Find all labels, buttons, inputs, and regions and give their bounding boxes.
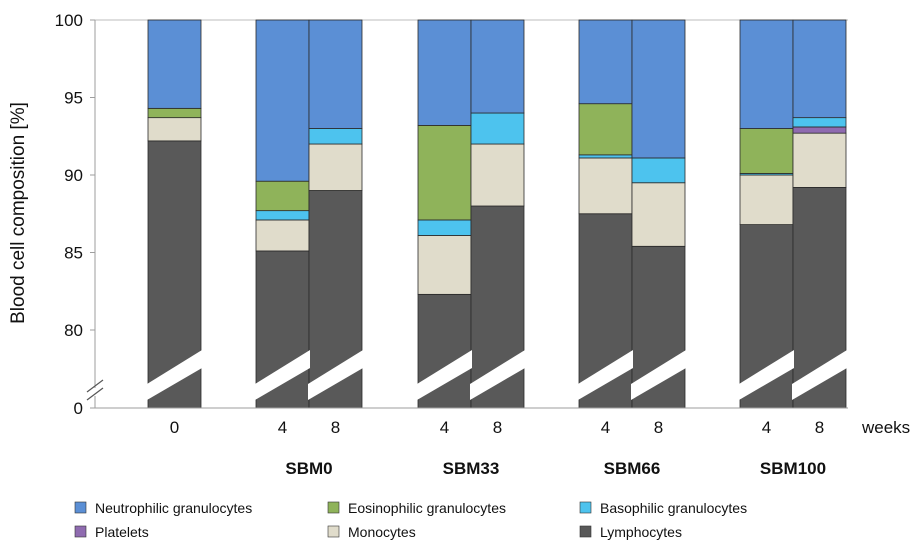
axis-break-cut: [578, 350, 633, 400]
bar-segment-monocytes: [631, 182, 686, 247]
x-tick-label: 8: [654, 418, 663, 437]
axis-break-mark: [86, 379, 104, 393]
y-tick-label: 100: [55, 11, 83, 30]
x-tick-label: 4: [278, 418, 287, 437]
legend-swatch-platelets: [74, 525, 87, 538]
axis-break-cut: [308, 350, 363, 400]
legend-swatch-eosinophilic-granulocytes: [327, 501, 340, 514]
y-tick-label: 0: [74, 399, 83, 418]
bar-segment-basophilic-granulocytes: [417, 219, 472, 236]
bar-segment-monocytes: [792, 132, 847, 188]
bar-segment-neutrophilic-granulocytes: [578, 19, 633, 105]
x-tick-label: 0: [170, 418, 179, 437]
legend-swatch-basophilic-granulocytes: [579, 501, 592, 514]
y-tick-label: 90: [64, 166, 83, 185]
legend-label-lymphocytes: Lymphocytes: [600, 524, 682, 540]
bar-segment-monocytes: [417, 235, 472, 295]
bar-segment-basophilic-granulocytes: [631, 157, 686, 184]
legend-label-eosinophilic-granulocytes: Eosinophilic granulocytes: [348, 500, 506, 516]
axis-break-cut: [792, 350, 847, 400]
x-tick-label: 8: [815, 418, 824, 437]
bar-segment-basophilic-granulocytes: [308, 128, 363, 145]
bar-segment-monocytes: [147, 117, 202, 142]
axis-break-cut: [739, 350, 794, 400]
bar-segment-neutrophilic-granulocytes: [470, 19, 525, 114]
bar-segment-monocytes: [308, 143, 363, 191]
legend-label-basophilic-granulocytes: Basophilic granulocytes: [600, 500, 747, 516]
axis-break-cut: [147, 350, 202, 400]
y-tick-label: 95: [64, 89, 83, 108]
plot-area: [95, 19, 848, 409]
bar-segment-monocytes: [739, 174, 794, 225]
x-tick-labels: 0 4 8 4 8 4 8 4 8: [170, 418, 824, 437]
axis-break-cut: [417, 350, 472, 400]
y-axis: Blood cell composition [%] 0 80 85 90 95 100: [8, 11, 848, 418]
group-label-sbm66: SBM66: [604, 459, 661, 478]
bar-segment-monocytes: [470, 143, 525, 207]
bar-segment-neutrophilic-granulocytes: [417, 19, 472, 126]
bar-segment-neutrophilic-granulocytes: [739, 19, 794, 129]
bar-segment-eosinophilic-granulocytes: [739, 128, 794, 174]
bar-segment-neutrophilic-granulocytes: [255, 19, 310, 182]
bar-segment-eosinophilic-granulocytes: [255, 180, 310, 212]
bar-segment-neutrophilic-granulocytes: [308, 19, 363, 129]
bar-segment-platelets: [792, 126, 847, 134]
legend-label-platelets: Platelets: [95, 524, 149, 540]
bar-segment-eosinophilic-granulocytes: [417, 125, 472, 221]
group-labels: SBM0 SBM33 SBM66 SBM100: [285, 459, 826, 478]
bar-segment-basophilic-granulocytes: [578, 154, 633, 159]
bar-segment-eosinophilic-granulocytes: [578, 103, 633, 156]
bar-segment-neutrophilic-granulocytes: [147, 19, 202, 109]
legend-swatch-neutrophilic-granulocytes: [74, 501, 87, 514]
x-tick-label: 4: [762, 418, 771, 437]
bar-segment-monocytes: [255, 219, 310, 252]
bar-segment-neutrophilic-granulocytes: [792, 19, 847, 119]
legend-swatch-lymphocytes: [579, 525, 592, 538]
bar-segment-eosinophilic-granulocytes: [147, 107, 202, 119]
legend-label-neutrophilic-granulocytes: Neutrophilic granulocytes: [95, 500, 252, 516]
legend-label-monocytes: Monocytes: [348, 524, 416, 540]
x-tick-label: 4: [601, 418, 610, 437]
x-axis-title: weeks: [861, 418, 910, 437]
bar-segment-neutrophilic-granulocytes: [631, 19, 686, 159]
y-axis-title: Blood cell composition [%]: [8, 102, 29, 324]
y-tick-label: 80: [64, 321, 83, 340]
group-label-sbm100: SBM100: [760, 459, 826, 478]
axis-break-cut: [631, 350, 686, 400]
bar-segment-basophilic-granulocytes: [792, 117, 847, 128]
legend: Neutrophilic granulocytes Eosinophilic gr…: [74, 500, 747, 540]
y-tick-label: 85: [64, 244, 83, 263]
axis-break-mark: [86, 387, 104, 401]
x-tick-label: 8: [493, 418, 502, 437]
legend-swatch-monocytes: [327, 525, 340, 538]
bar-segment-monocytes: [578, 157, 633, 215]
axis-break-cut: [255, 350, 310, 400]
axis-break-cut: [470, 350, 525, 400]
bar-segment-basophilic-granulocytes: [470, 112, 525, 145]
x-tick-label: 4: [440, 418, 449, 437]
group-label-sbm0: SBM0: [285, 459, 332, 478]
x-tick-label: 8: [331, 418, 340, 437]
bar-segment-basophilic-granulocytes: [255, 210, 310, 221]
group-label-sbm33: SBM33: [443, 459, 500, 478]
